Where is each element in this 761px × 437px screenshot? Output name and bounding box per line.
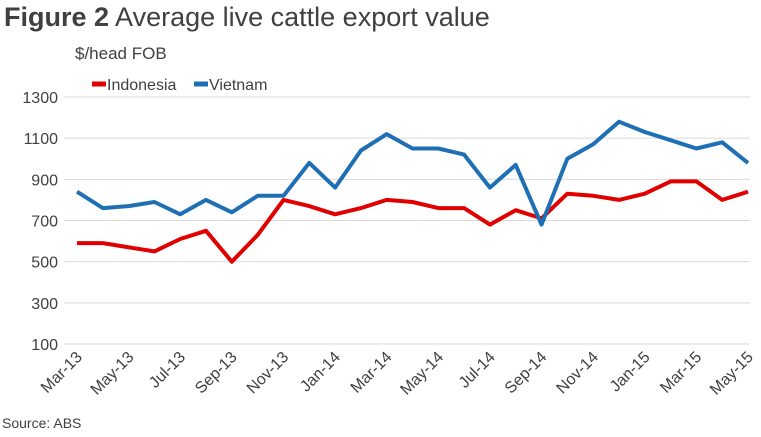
x-tick-label: Mar-14 — [348, 349, 396, 397]
y-tick-label: 900 — [31, 172, 58, 189]
x-tick-label: May-15 — [707, 349, 757, 399]
figure-label: Figure 2 — [4, 2, 110, 32]
x-tick-label: Jul-14 — [456, 349, 499, 392]
source-note: Source: ABS — [2, 415, 82, 431]
series-line-indonesia — [77, 179, 749, 264]
y-tick-label: 500 — [31, 255, 58, 272]
y-tick-label: 300 — [31, 296, 58, 313]
x-tick-label: May-13 — [88, 349, 138, 399]
x-tick-label: Mar-13 — [38, 349, 86, 397]
y-tick-label: 100 — [31, 337, 58, 354]
x-tick-label: Nov-13 — [244, 349, 293, 398]
x-tick-label: Sep-13 — [192, 349, 241, 398]
y-tick-label: 1300 — [22, 90, 58, 107]
title-text: Average live cattle export value — [115, 2, 490, 32]
x-tick-label: Jan-15 — [607, 349, 654, 396]
x-tick-label: Nov-14 — [553, 349, 602, 398]
x-tick-label: Mar-15 — [657, 349, 705, 397]
chart-title: Figure 2 Average live cattle export valu… — [4, 2, 490, 33]
x-tick-label: Sep-14 — [502, 349, 551, 398]
series-line-vietnam — [75, 119, 750, 227]
y-axis-label: $/head FOB — [75, 44, 167, 63]
y-tick-label: 1100 — [24, 131, 59, 148]
x-tick-label: May-14 — [397, 349, 447, 399]
x-tick-label: Jul-13 — [146, 349, 189, 392]
x-tick-label: Jan-14 — [297, 349, 344, 396]
legend-label-indonesia: Indonesia — [107, 77, 176, 94]
legend-label-vietnam: Vietnam — [209, 77, 267, 94]
y-tick-label: 700 — [31, 214, 58, 231]
